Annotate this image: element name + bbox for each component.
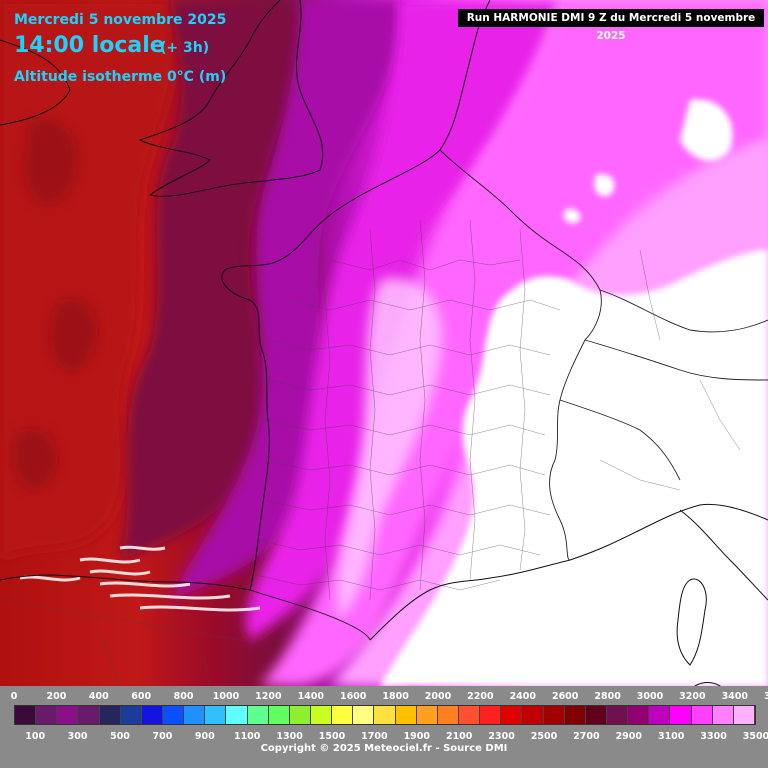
legend-tick-top: 2200 <box>467 691 494 702</box>
step-label: (+ 3h) <box>160 40 210 56</box>
legend-tick-bottom: 700 <box>152 731 173 742</box>
legend-tick-bottom: 2100 <box>445 731 473 742</box>
legend-swatch <box>78 706 100 724</box>
legend-swatch <box>670 706 692 724</box>
wave-streaks <box>19 545 261 612</box>
legend-swatch <box>57 706 79 724</box>
legend-swatch <box>606 706 629 724</box>
legend-swatch <box>522 706 544 724</box>
legend-swatch <box>374 706 396 724</box>
legend-color-bar <box>14 705 756 725</box>
legend-tick-bottom: 3500 <box>742 731 768 742</box>
white-region <box>380 250 768 686</box>
legend-tick-bottom: 900 <box>194 731 215 742</box>
legend-swatch <box>353 706 375 724</box>
legend-swatch <box>691 706 713 724</box>
legend-swatch <box>712 706 734 724</box>
run-info-box: Run HARMONIE DMI 9 Z du Mercredi 5 novem… <box>458 9 764 42</box>
legend-tick-top: 3200 <box>679 691 706 702</box>
time-label: 14:00 locale <box>14 33 165 58</box>
legend-swatch <box>416 706 438 724</box>
legend-swatch <box>184 706 206 724</box>
legend-tick-bottom: 1700 <box>361 731 388 742</box>
legend-tick-top: 200 <box>46 691 67 702</box>
legend-tick-bottom: 300 <box>67 731 88 742</box>
legend-swatch <box>733 706 755 724</box>
legend-swatch <box>268 706 290 724</box>
dark-red-patches <box>12 118 98 491</box>
legend-swatch <box>585 706 607 724</box>
legend-swatch <box>437 706 459 724</box>
white-patches <box>563 99 733 224</box>
legend-tick-bottom: 1100 <box>233 731 261 742</box>
legend-tick-bottom: 3300 <box>700 731 727 742</box>
copyright-text: Copyright © 2025 Meteociel.fr - Source D… <box>260 743 508 754</box>
legend-tick-top: 1600 <box>339 691 367 702</box>
legend-swatch <box>226 706 248 724</box>
legend-tick-bottom: 1900 <box>403 731 431 742</box>
legend-tick-top: 2400 <box>509 691 537 702</box>
legend-swatch <box>141 706 163 724</box>
legend-swatch <box>628 706 650 724</box>
legend-tick-bottom: 100 <box>25 731 46 742</box>
legend-tick-bottom: 2900 <box>615 731 643 742</box>
legend-tick-top: 1000 <box>212 691 240 702</box>
legend-swatch <box>310 706 333 724</box>
legend-tick-top: 1800 <box>382 691 409 702</box>
legend-top-labels: 0 200 400 600 800 1000 1200 1400 1600 1800 2000 220… <box>0 691 768 705</box>
legend-swatch <box>15 706 37 724</box>
legend-tick-top: 2800 <box>594 691 621 702</box>
legend-swatch <box>247 706 269 724</box>
legend-swatch <box>120 706 142 724</box>
legend-tick-top: 1400 <box>297 691 325 702</box>
legend-tick-bottom: 2700 <box>573 731 600 742</box>
legend-swatch <box>458 706 481 724</box>
legend-tick-bottom: 2500 <box>530 731 558 742</box>
legend-tick-bottom: 1300 <box>276 731 303 742</box>
legend-swatch <box>395 706 417 724</box>
borders <box>249 149 768 641</box>
legend-swatch <box>162 706 185 724</box>
magenta-band <box>245 0 560 640</box>
legend-tick-top: 1200 <box>255 691 282 702</box>
legend-tick-top: 3400 <box>721 691 749 702</box>
legend-swatch <box>564 706 586 724</box>
legend-swatch <box>480 706 502 724</box>
legend-swatch <box>36 706 58 724</box>
legend-tick-top: 600 <box>131 691 152 702</box>
color-legend: 0 200 400 600 800 1000 1200 1400 1600 1800 2000 220… <box>0 686 768 768</box>
legend-swatch <box>205 706 227 724</box>
legend-tick-top: 2000 <box>424 691 452 702</box>
legend-tick-top: 3600 <box>763 691 768 702</box>
legend-swatch <box>289 706 311 724</box>
pale-pink-zone <box>337 278 442 620</box>
legend-tick-top: 0 <box>10 691 18 702</box>
legend-tick-top: 3000 <box>636 691 664 702</box>
legend-tick-bottom: 2300 <box>488 731 515 742</box>
legend-swatch <box>649 706 671 724</box>
maroon-band <box>120 0 302 560</box>
legend-swatch <box>332 706 354 724</box>
department-boundaries <box>0 219 741 687</box>
legend-bottom-labels: 100 300 500 700 900 1100 1300 1500 1700 1900 2100 2… <box>0 731 768 745</box>
legend-swatch <box>99 706 121 724</box>
legend-swatch <box>543 706 565 724</box>
legend-tick-bottom: 3100 <box>657 731 685 742</box>
legend-tick-top: 400 <box>88 691 109 702</box>
legend-tick-top: 800 <box>173 691 194 702</box>
parameter-label: Altitude isotherme 0°C (m) <box>14 69 227 85</box>
legend-swatch <box>501 706 523 724</box>
date-label: Mercredi 5 novembre 2025 <box>14 12 227 28</box>
purple-band <box>170 0 401 600</box>
legend-tick-top: 2600 <box>551 691 579 702</box>
legend-tick-bottom: 1500 <box>318 731 346 742</box>
legend-tick-bottom: 500 <box>110 731 130 742</box>
